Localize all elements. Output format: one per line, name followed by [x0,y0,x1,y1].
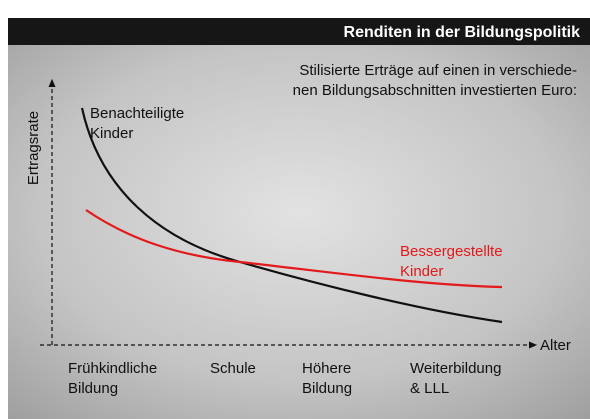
curve-label: Benachteiligte [90,105,184,122]
stage-label: Frühkindliche [68,360,157,377]
header-title: Renditen in der Bildungspolitik [344,24,581,41]
curve-label: Kinder [90,125,133,142]
stage-label: Bildung [68,380,118,397]
curve-label: Bessergestellte [400,243,503,260]
subtitle-line: Stilisierte Erträge auf einen in verschi… [299,62,577,79]
subtitle-line: nen Bildungsabschnitten investierten Eur… [293,82,577,99]
y-axis-label: Ertragsrate [25,111,42,185]
stage-label: Höhere [302,360,351,377]
header-bar [8,18,590,45]
stage-label: Bildung [302,380,352,397]
chart-bg [8,45,590,419]
stage-label: & LLL [410,380,449,397]
curve-label: Kinder [400,263,443,280]
stage-label: Schule [210,360,256,377]
x-axis-label: Alter [540,337,571,354]
curve-advantaged [85,209,503,289]
stage-label: Weiterbildung [410,360,501,377]
plot: Stilisierte Erträge auf einen in verschi… [25,62,577,354]
